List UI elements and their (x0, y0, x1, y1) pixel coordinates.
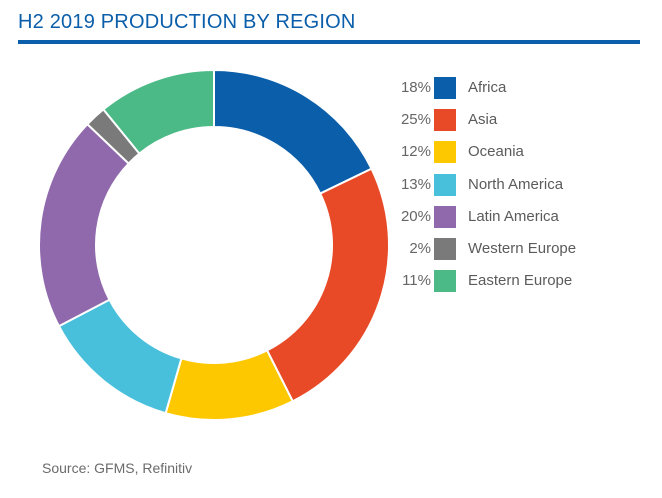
legend-swatch (434, 173, 456, 196)
legend-percent: 12% (400, 143, 431, 161)
legend-label: Oceania (468, 143, 524, 161)
source-note: Source: GFMS, Refinitiv (42, 460, 193, 476)
legend-item-africa: 18% Africa (384, 77, 644, 109)
legend-item-north-america: 13% North America (384, 173, 644, 206)
donut-slice-asia (265, 167, 390, 403)
legend-label: Eastern Europe (468, 272, 573, 290)
donut-slice-eastern-europe (101, 68, 215, 155)
legend-swatch (434, 270, 456, 293)
legend-swatch (434, 109, 456, 132)
legend-label: Africa (468, 79, 507, 96)
donut-slice-africa (213, 68, 373, 195)
legend-percent: 25% (400, 111, 431, 129)
legend-percent: 18% (400, 79, 431, 96)
legend-swatch (434, 77, 456, 99)
legend-item-eastern-europe: 11% Eastern Europe (384, 270, 644, 302)
legend-percent: 2% (409, 239, 431, 257)
legend-label: North America (468, 175, 564, 193)
legend-swatch (434, 141, 456, 164)
legend-swatch (434, 237, 456, 260)
donut-slice-latin-america (38, 122, 131, 328)
legend-percent: 11% (402, 272, 431, 290)
chart-legend: 18% Africa 25% Asia 12% Oceania 13% North Ameri… (384, 77, 644, 302)
legend-item-latin-america: 20% Latin America (384, 205, 644, 238)
legend-percent: 20% (400, 207, 431, 225)
legend-item-asia: 25% Asia (384, 109, 644, 141)
legend-label: Western Europe (468, 239, 577, 257)
legend-item-western-europe: 2% Western Europe (384, 237, 644, 270)
legend-label: Asia (468, 111, 498, 129)
legend-label: Latin America (468, 207, 559, 225)
legend-swatch (434, 205, 456, 228)
legend-item-oceania: 12% Oceania (384, 141, 644, 173)
title-underline (18, 40, 640, 44)
legend-percent: 13% (400, 175, 431, 193)
chart-title: H2 2019 PRODUCTION BY REGION (18, 11, 356, 33)
